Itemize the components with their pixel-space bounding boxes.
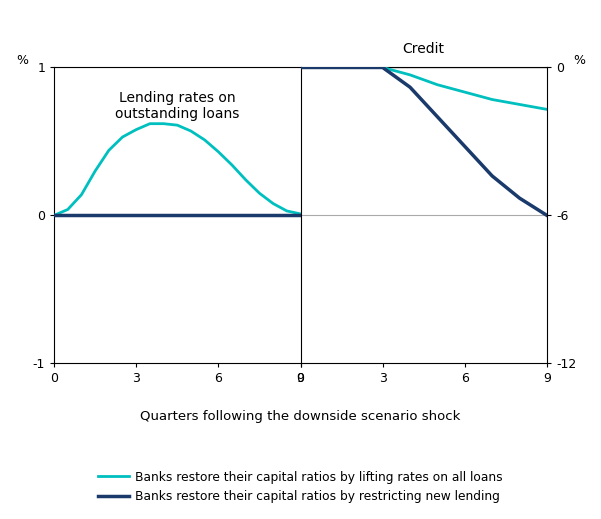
Text: Credit: Credit	[403, 42, 445, 56]
Text: Quarters following the downside scenario shock: Quarters following the downside scenario…	[140, 410, 461, 423]
Text: %: %	[16, 54, 28, 67]
Legend: Banks restore their capital ratios by lifting rates on all loans, Banks restore : Banks restore their capital ratios by li…	[94, 466, 507, 508]
Text: %: %	[573, 54, 585, 67]
Text: Lending rates on
outstanding loans: Lending rates on outstanding loans	[115, 91, 239, 121]
